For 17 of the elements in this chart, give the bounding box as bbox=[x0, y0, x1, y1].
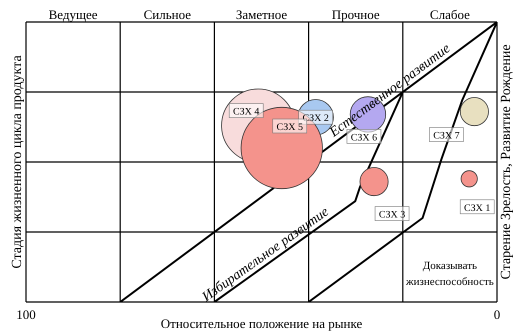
series-label: СЗХ 3 bbox=[378, 210, 406, 221]
y-axis-title: Стадия жизненного цикла продукта bbox=[10, 54, 25, 269]
x-tick-label: 0 bbox=[494, 307, 500, 322]
annotation: Доказывать жизнеспособность bbox=[405, 260, 494, 288]
series-label: СЗХ 7 bbox=[433, 130, 460, 142]
series-label: СЗХ 4 bbox=[233, 106, 260, 118]
series-label: СЗХ 2 bbox=[302, 113, 329, 124]
x-tick-label: 100 bbox=[16, 307, 36, 322]
annotation: Заметное bbox=[236, 7, 288, 22]
x-axis-title: Относительное положение на рынке bbox=[160, 316, 362, 331]
annotation: Ведущее bbox=[48, 7, 98, 22]
annotation: Сильное bbox=[144, 7, 192, 22]
annotation: Прочное bbox=[332, 7, 380, 22]
series-label: СЗХ 1 bbox=[464, 202, 490, 214]
y2-axis-title: Старение Зрелость, Развитие Рождение bbox=[499, 44, 514, 280]
series-label: СЗХ 5 bbox=[276, 122, 303, 133]
annotation: Слабое bbox=[430, 7, 470, 22]
